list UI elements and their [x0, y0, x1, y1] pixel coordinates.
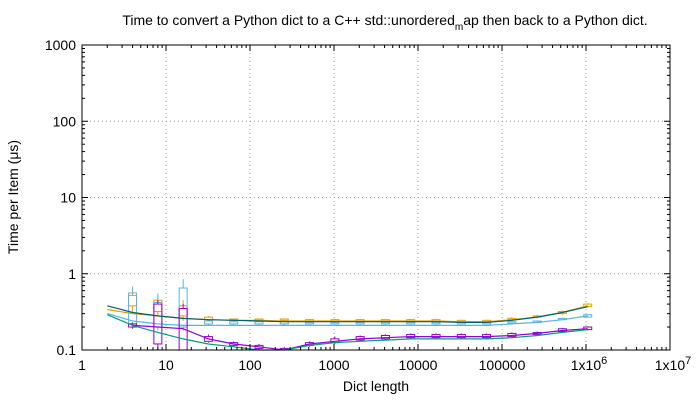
box — [178, 287, 188, 328]
box — [355, 319, 365, 322]
title-main: Time to convert a Python dict to a C++ s… — [122, 12, 455, 28]
box — [279, 318, 289, 321]
box — [380, 321, 390, 325]
x-tick-label: 1x107 — [655, 355, 691, 373]
box — [532, 320, 542, 323]
box — [431, 319, 441, 322]
y-tick-label: 0.1 — [57, 342, 77, 358]
series-1 — [107, 279, 593, 331]
series-line — [107, 305, 588, 323]
box — [557, 317, 567, 321]
box — [406, 319, 416, 322]
x-tick-label: 1x106 — [571, 355, 607, 373]
chart-title: Time to convert a Python dict to a C++ s… — [122, 12, 647, 33]
box — [482, 333, 492, 339]
box — [557, 310, 567, 315]
y-axis-label: Time per Item (μs) — [5, 140, 21, 254]
box — [128, 294, 138, 307]
box — [229, 321, 239, 325]
box — [507, 317, 517, 321]
box — [380, 334, 390, 340]
box — [507, 321, 517, 324]
x-tick-label: 100 — [238, 357, 262, 373]
ticks: 1 10 100 1000 10000 100000 1x106 1x1070.1110100… — [45, 37, 691, 373]
y-tick-label: 10 — [60, 190, 76, 206]
box — [583, 326, 593, 331]
x-tick-label: 10 — [158, 357, 174, 373]
box — [128, 323, 138, 328]
title-subscript: m — [455, 22, 463, 33]
box — [532, 331, 542, 335]
box — [254, 344, 264, 349]
box — [305, 319, 315, 322]
box — [254, 321, 264, 325]
y-tick-label: 1000 — [45, 37, 76, 53]
box — [431, 333, 441, 339]
box — [355, 336, 365, 341]
box — [229, 342, 239, 346]
box — [583, 314, 593, 318]
series-layer — [107, 279, 593, 351]
box — [254, 318, 264, 321]
box — [330, 321, 340, 325]
box — [330, 319, 340, 322]
y-tick-label: 100 — [53, 113, 77, 129]
x-tick-label: 1 — [78, 357, 86, 373]
series-line — [132, 324, 588, 351]
box — [355, 321, 365, 325]
box — [305, 321, 315, 325]
box — [380, 319, 390, 322]
box — [456, 319, 466, 323]
box — [456, 333, 466, 339]
box — [406, 321, 416, 325]
box — [153, 303, 163, 345]
y-tick-label: 1 — [68, 266, 76, 282]
box — [507, 332, 517, 338]
series-4 — [107, 305, 588, 323]
box — [557, 328, 567, 332]
grid — [82, 45, 670, 350]
box — [203, 320, 213, 325]
series-3 — [107, 314, 588, 351]
box — [482, 319, 492, 323]
box — [203, 336, 213, 342]
box — [583, 303, 593, 308]
title-tail: ap then back to a Python dict. — [463, 12, 647, 28]
x-tick-label: 100000 — [479, 357, 526, 373]
x-tick-label: 1000 — [318, 357, 349, 373]
box — [406, 333, 416, 339]
series-line — [107, 314, 588, 351]
x-axis-label: Dict length — [343, 378, 409, 394]
box — [431, 321, 441, 325]
x-tick-label: 10000 — [399, 357, 438, 373]
